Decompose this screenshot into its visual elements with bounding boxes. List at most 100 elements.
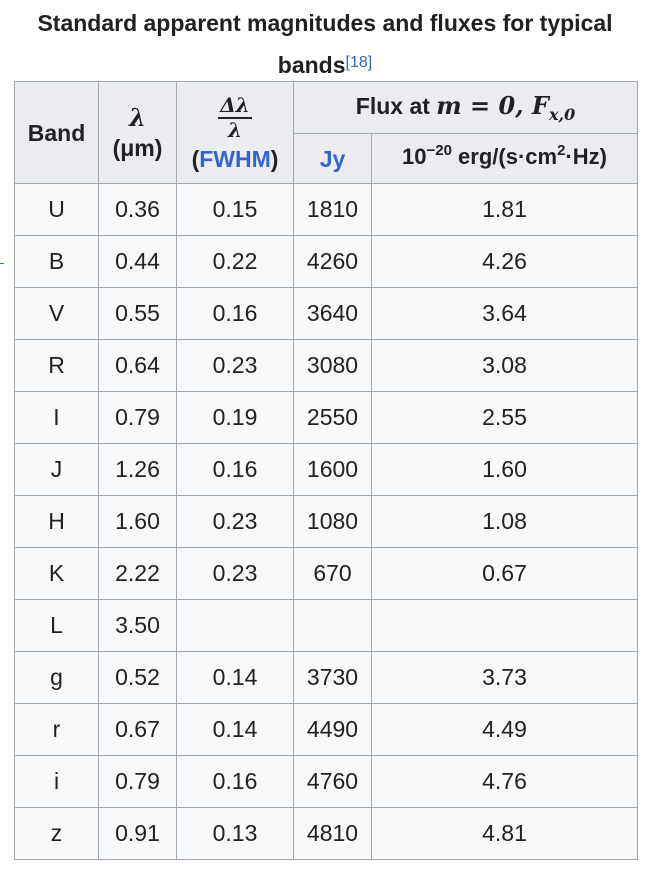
lambda-symbol: λ <box>129 102 146 132</box>
cell-band: z <box>14 807 99 860</box>
cell-jy: 3730 <box>293 651 372 704</box>
cell-lambda: 0.55 <box>98 287 177 340</box>
cgs-exponent: −20 <box>426 142 452 159</box>
citation-link[interactable]: [18] <box>345 54 373 71</box>
cell-jy: 3080 <box>293 339 372 392</box>
table-row: r 0.67 0.14 4490 4.49 <box>14 703 638 756</box>
cell-jy: 4260 <box>293 235 372 288</box>
header-bandwidth: Δλ λ (FWHM) <box>176 81 294 184</box>
cell-band: K <box>14 547 99 600</box>
cell-cgs: 4.26 <box>371 235 638 288</box>
cell-cgs: 1.81 <box>371 183 638 236</box>
cell-bandwidth: 0.22 <box>176 235 294 288</box>
table-row: z 0.91 0.13 4810 4.81 <box>14 807 638 860</box>
fwhm-close-paren: ) <box>270 145 279 172</box>
flux-subscript: x,0 <box>548 105 576 124</box>
table-body: U 0.36 0.15 1810 1.81 B 0.44 0.22 4260 4… <box>14 183 638 860</box>
cell-lambda: 0.79 <box>98 391 177 444</box>
cell-band: L <box>14 599 99 652</box>
fwhm-link[interactable]: FWHM <box>199 145 271 172</box>
cell-lambda: 0.79 <box>98 755 177 808</box>
cell-jy: 4760 <box>293 755 372 808</box>
header-jansky-link[interactable]: Jy <box>293 133 372 184</box>
table-row: I 0.79 0.19 2550 2.55 <box>14 391 638 444</box>
cell-jy: 1810 <box>293 183 372 236</box>
header-band: Band <box>14 81 99 184</box>
cell-jy: 1080 <box>293 495 372 548</box>
flux-label: Flux at <box>355 93 437 119</box>
table-row: i 0.79 0.16 4760 4.76 <box>14 755 638 808</box>
cgs-end: ·Hz) <box>565 144 607 169</box>
cell-bandwidth <box>176 599 294 652</box>
cell-jy: 4810 <box>293 807 372 860</box>
cell-lambda: 0.91 <box>98 807 177 860</box>
cell-band: I <box>14 391 99 444</box>
header-cgs-unit: 10−20 erg/(s·cm2·Hz) <box>371 133 638 184</box>
cell-cgs: 3.08 <box>371 339 638 392</box>
cell-lambda: 0.64 <box>98 339 177 392</box>
cell-band: B <box>14 235 99 288</box>
cgs-middle: erg/(s·cm <box>451 144 558 169</box>
cell-band: H <box>14 495 99 548</box>
cell-bandwidth: 0.14 <box>176 703 294 756</box>
table-row: B 0.44 0.22 4260 4.26 <box>14 235 638 288</box>
cell-jy: 3640 <box>293 287 372 340</box>
header-wavelength: λ (μm) <box>98 81 177 184</box>
cell-lambda: 3.50 <box>98 599 177 652</box>
cell-bandwidth: 0.19 <box>176 391 294 444</box>
cell-bandwidth: 0.13 <box>176 807 294 860</box>
cell-lambda: 2.22 <box>98 547 177 600</box>
cell-cgs: 3.73 <box>371 651 638 704</box>
cell-bandwidth: 0.23 <box>176 495 294 548</box>
cell-bandwidth: 0.16 <box>176 443 294 496</box>
cell-jy: 4490 <box>293 703 372 756</box>
delta-lambda-fraction: Δλ λ <box>218 94 252 141</box>
lambda-unit: (μm) <box>112 134 163 161</box>
flux-math: m = 0, F <box>436 91 549 120</box>
cell-bandwidth: 0.15 <box>176 183 294 236</box>
header-flux: Flux at m = 0, Fx,0 <box>293 81 638 134</box>
cell-cgs: 4.76 <box>371 755 638 808</box>
cell-lambda: 1.26 <box>98 443 177 496</box>
bands-table: Band λ (μm) Δλ λ (FWHM) Flux at m = 0, F… <box>14 81 638 860</box>
cell-bandwidth: 0.23 <box>176 339 294 392</box>
cell-band: i <box>14 755 99 808</box>
cell-cgs <box>371 599 638 652</box>
cell-band: R <box>14 339 99 392</box>
cell-lambda: 0.44 <box>98 235 177 288</box>
table-row: L 3.50 <box>14 599 638 652</box>
cell-lambda: 0.67 <box>98 703 177 756</box>
cell-lambda: 0.36 <box>98 183 177 236</box>
margin-marker <box>0 263 4 264</box>
cgs-exponent-2: 2 <box>557 142 566 159</box>
cell-band: V <box>14 287 99 340</box>
table-row: H 1.60 0.23 1080 1.08 <box>14 495 638 548</box>
table-row: R 0.64 0.23 3080 3.08 <box>14 339 638 392</box>
cell-band: J <box>14 443 99 496</box>
cgs-base: 10 <box>402 144 427 169</box>
fwhm-open-paren: ( <box>191 145 200 172</box>
cell-lambda: 0.52 <box>98 651 177 704</box>
table-row: g 0.52 0.14 3730 3.73 <box>14 651 638 704</box>
cell-band: g <box>14 651 99 704</box>
cell-bandwidth: 0.14 <box>176 651 294 704</box>
cell-cgs: 3.64 <box>371 287 638 340</box>
caption-text: Standard apparent magnitudes and fluxes … <box>37 10 613 78</box>
cell-cgs: 4.81 <box>371 807 638 860</box>
table-row: U 0.36 0.15 1810 1.81 <box>14 183 638 236</box>
fraction-numerator: Δλ <box>218 92 252 119</box>
cell-cgs: 4.49 <box>371 703 638 756</box>
table-caption: Standard apparent magnitudes and fluxes … <box>14 2 636 86</box>
table-row: K 2.22 0.23 670 0.67 <box>14 547 638 600</box>
cell-cgs: 1.60 <box>371 443 638 496</box>
cell-bandwidth: 0.16 <box>176 287 294 340</box>
cell-jy <box>293 599 372 652</box>
cell-jy: 1600 <box>293 443 372 496</box>
cell-band: r <box>14 703 99 756</box>
table-row: V 0.55 0.16 3640 3.64 <box>14 287 638 340</box>
cell-bandwidth: 0.16 <box>176 755 294 808</box>
table-row: J 1.26 0.16 1600 1.60 <box>14 443 638 496</box>
cell-bandwidth: 0.23 <box>176 547 294 600</box>
fraction-denominator: λ <box>227 117 242 142</box>
cell-cgs: 0.67 <box>371 547 638 600</box>
